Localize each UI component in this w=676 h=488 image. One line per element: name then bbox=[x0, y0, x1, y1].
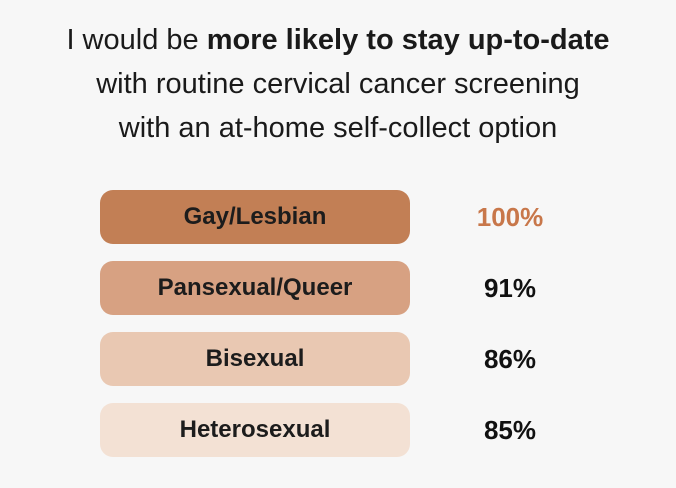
category-bar: Heterosexual bbox=[100, 403, 410, 457]
category-bar: Bisexual bbox=[100, 332, 410, 386]
value-label: 85% bbox=[483, 415, 537, 445]
chart-row: Gay/Lesbian 100% bbox=[100, 190, 570, 244]
title-line-1: I would be more likely to stay up-to-dat… bbox=[0, 18, 676, 62]
value-label: 91% bbox=[483, 273, 537, 303]
category-bar: Pansexual/Queer bbox=[100, 261, 410, 315]
chart-row: Bisexual 86% bbox=[100, 332, 570, 386]
category-bar: Gay/Lesbian bbox=[100, 190, 410, 244]
title-line-1-prefix: I would be bbox=[66, 24, 207, 56]
chart-row: Pansexual/Queer 91% bbox=[100, 261, 570, 315]
value-label: 86% bbox=[483, 344, 537, 374]
value-label: 100% bbox=[476, 202, 544, 232]
title-emphasis: more likely to stay up-to-date bbox=[206, 24, 610, 56]
title-line-2: with routine cervical cancer screening bbox=[96, 68, 580, 100]
title-line-3: with an at-home self-collect option bbox=[118, 112, 558, 144]
chart-title: I would be more likely to stay up-to-dat… bbox=[0, 18, 676, 150]
chart-row: Heterosexual 85% bbox=[100, 403, 570, 457]
